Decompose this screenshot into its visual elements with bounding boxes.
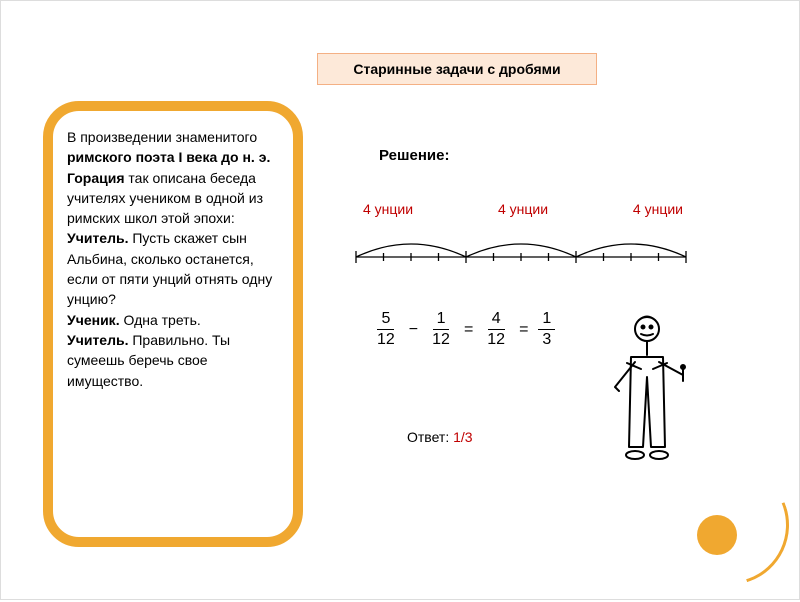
- corner-dot-decoration: [697, 515, 737, 555]
- frac-4: 1 3: [538, 311, 555, 348]
- equals-1: =: [462, 321, 475, 339]
- number-line-arcs: [351, 229, 691, 269]
- uncii-labels: 4 унции 4 унции 4 унции: [363, 201, 683, 217]
- teacher2-label: Учитель.: [67, 332, 128, 348]
- solution-label: Решение:: [379, 147, 449, 164]
- frac-1: 5 12: [373, 311, 399, 348]
- intro-prefix: В произведении знаменитого: [67, 129, 257, 145]
- slide-title: Старинные задачи с дробями: [353, 61, 560, 77]
- uncii-c: 4 унции: [633, 201, 683, 217]
- student-text: Одна треть.: [120, 312, 201, 328]
- student-label: Ученик.: [67, 312, 120, 328]
- uncii-a: 4 унции: [363, 201, 413, 217]
- equals-2: =: [517, 321, 530, 339]
- answer-value: 1/3: [453, 429, 472, 445]
- roman-figure-icon: [597, 307, 707, 467]
- title-box: Старинные задачи с дробями: [317, 53, 597, 85]
- answer-line: Ответ: 1/3: [407, 429, 473, 445]
- fraction-equation: 5 12 − 1 12 = 4 12 = 1 3: [373, 311, 555, 348]
- problem-card: В произведении знаменитого римского поэт…: [43, 101, 303, 547]
- problem-text: В произведении знаменитого римского поэт…: [53, 111, 293, 407]
- uncii-b: 4 унции: [498, 201, 548, 217]
- minus-op: −: [407, 321, 420, 339]
- frac-2: 1 12: [428, 311, 454, 348]
- answer-label: Ответ:: [407, 429, 453, 445]
- frac-3: 4 12: [483, 311, 509, 348]
- slide-background: Старинные задачи с дробями В произведени…: [0, 0, 800, 600]
- teacher-label: Учитель.: [67, 230, 128, 246]
